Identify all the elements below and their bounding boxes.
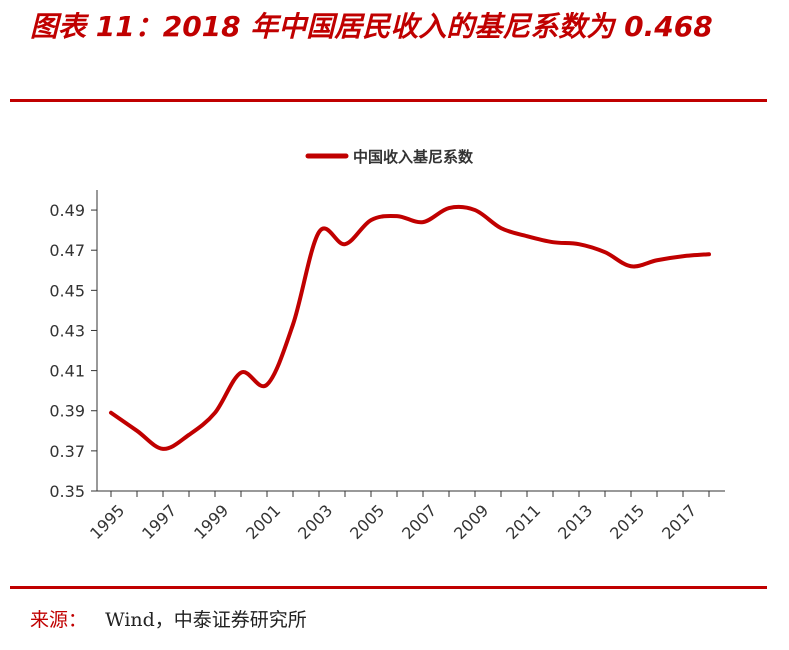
data-point xyxy=(395,214,399,218)
chart-legend: 中国收入基尼系数 xyxy=(305,148,474,166)
source-text: Wind，中泰证券研究所 xyxy=(105,609,307,631)
footer-divider xyxy=(10,586,767,589)
data-point xyxy=(629,264,633,268)
data-point xyxy=(681,254,685,258)
x-tick-label: 2011 xyxy=(502,501,544,543)
data-point xyxy=(161,447,165,451)
data-point xyxy=(317,230,321,234)
data-point xyxy=(603,250,607,254)
y-tick-label: 0.39 xyxy=(49,402,85,421)
data-point xyxy=(447,206,451,210)
data-point xyxy=(551,240,555,244)
data-point xyxy=(421,220,425,224)
x-tick-label: 1995 xyxy=(86,501,128,543)
x-tick-label: 2017 xyxy=(658,501,700,543)
y-tick-label: 0.35 xyxy=(49,482,85,501)
legend-label: 中国收入基尼系数 xyxy=(353,148,474,166)
y-tick-label: 0.47 xyxy=(49,241,85,260)
y-tick-label: 0.45 xyxy=(49,281,85,300)
data-point xyxy=(109,411,113,415)
page-title: 图表 11：2018 年中国居民收入的基尼系数为 0.468 xyxy=(30,10,713,43)
x-tick-label: 1997 xyxy=(138,501,180,543)
y-tick-label: 0.49 xyxy=(49,201,85,220)
y-tick-label: 0.43 xyxy=(49,321,85,340)
source-label: 来源： xyxy=(30,609,88,631)
data-point xyxy=(655,258,659,262)
data-point xyxy=(369,218,373,222)
data-point xyxy=(577,242,581,246)
x-tick-label: 2005 xyxy=(346,501,388,543)
x-tick-label: 2001 xyxy=(242,501,284,543)
data-point xyxy=(265,383,269,387)
data-point xyxy=(135,429,139,433)
data-point xyxy=(291,322,295,326)
data-point xyxy=(213,411,217,415)
x-tick-label: 2007 xyxy=(398,501,440,543)
gini-line-chart: 中国收入基尼系数 0.35 0.37 0.39 0.41 0.43 0.45 0.47 0.4… xyxy=(49,148,725,543)
source-note: 来源： Wind，中泰证券研究所 xyxy=(30,605,307,632)
data-point xyxy=(525,234,529,238)
data-point xyxy=(239,371,243,375)
x-tick-label: 2003 xyxy=(294,501,336,543)
title-divider xyxy=(10,99,767,102)
y-tick-label: 0.37 xyxy=(49,442,85,461)
x-tick-label: 2009 xyxy=(450,501,492,543)
data-point xyxy=(473,208,477,212)
series-line-gini xyxy=(109,204,711,451)
data-point xyxy=(187,433,191,437)
data-point xyxy=(499,226,503,230)
x-tick-label: 2013 xyxy=(554,501,596,543)
data-point xyxy=(707,252,711,256)
data-point xyxy=(343,242,347,246)
x-tick-label: 2015 xyxy=(606,501,648,543)
y-tick-label: 0.41 xyxy=(49,362,85,381)
x-tick-label: 1999 xyxy=(190,501,232,543)
